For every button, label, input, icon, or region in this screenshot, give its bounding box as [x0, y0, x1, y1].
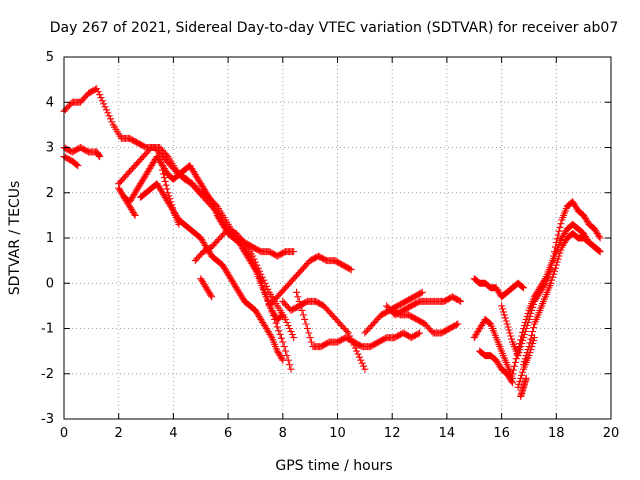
- data-point-markers: [470, 315, 516, 382]
- x-axis-label: GPS time / hours: [275, 458, 392, 474]
- x-tick-label: 2: [115, 426, 123, 441]
- x-tick-label: 6: [224, 426, 232, 441]
- y-tick-label: 3: [46, 141, 54, 156]
- x-tick-label: 18: [548, 426, 565, 441]
- marks-layer: [60, 85, 604, 400]
- data-point-markers: [476, 347, 516, 387]
- grid-layer: [64, 57, 611, 419]
- data-point-markers: [120, 193, 139, 219]
- x-tick-label: 16: [493, 426, 510, 441]
- series-arc10: [197, 275, 216, 301]
- x-tick-label: 8: [279, 426, 287, 441]
- x-tick-label: 20: [603, 426, 620, 441]
- data-point-markers: [293, 288, 424, 351]
- y-tick-label: 4: [46, 95, 54, 110]
- x-tick-label: 4: [169, 426, 177, 441]
- series-arc19: [476, 347, 516, 387]
- series-arc17: [470, 275, 527, 301]
- data-point-markers: [115, 153, 287, 323]
- x-tick-label: 14: [439, 426, 456, 441]
- series-arc24: [517, 374, 530, 400]
- y-tick-label: -3: [41, 412, 54, 427]
- y-axis-label: SDTVAR / TECUs: [7, 181, 23, 296]
- series-arc18: [470, 315, 516, 382]
- data-point-markers: [517, 374, 530, 400]
- series-arc5: [115, 153, 287, 323]
- x-tick-label: 12: [384, 426, 401, 441]
- data-point-markers: [159, 166, 183, 228]
- data-point-markers: [191, 225, 298, 342]
- y-tick-label: -1: [41, 322, 54, 337]
- x-tick-label: 0: [60, 426, 68, 441]
- y-tick-label: 5: [46, 50, 54, 65]
- series-arc13: [293, 288, 424, 351]
- data-point-markers: [197, 275, 216, 301]
- series-arc8: [159, 166, 183, 228]
- series-arc20: [498, 198, 604, 360]
- chart-title: Day 267 of 2021, Sidereal Day-to-day VTE…: [50, 20, 619, 36]
- series-arc6: [120, 193, 139, 219]
- data-point-markers: [470, 275, 527, 301]
- y-tick-label: -2: [41, 367, 54, 382]
- data-point-markers: [514, 334, 538, 391]
- series-arc9: [191, 225, 298, 342]
- y-tick-label: 1: [46, 231, 54, 246]
- x-tick-label: 10: [329, 426, 346, 441]
- series-arc11: [265, 252, 355, 310]
- y-tick-label: 2: [46, 186, 54, 201]
- y-tick-label: 0: [46, 276, 54, 291]
- series-arc23: [514, 334, 538, 391]
- data-point-markers: [265, 252, 355, 310]
- data-point-markers: [498, 198, 604, 360]
- series-arc16: [388, 306, 462, 337]
- data-point-markers: [388, 306, 462, 337]
